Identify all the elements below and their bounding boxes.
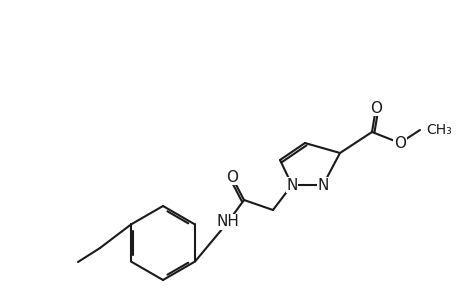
- Text: O: O: [393, 136, 405, 151]
- Text: N: N: [317, 178, 328, 193]
- Text: CH₃: CH₃: [425, 123, 451, 137]
- Text: NH: NH: [216, 214, 239, 230]
- Text: O: O: [225, 169, 237, 184]
- Text: N: N: [285, 178, 297, 193]
- Text: O: O: [369, 100, 381, 116]
